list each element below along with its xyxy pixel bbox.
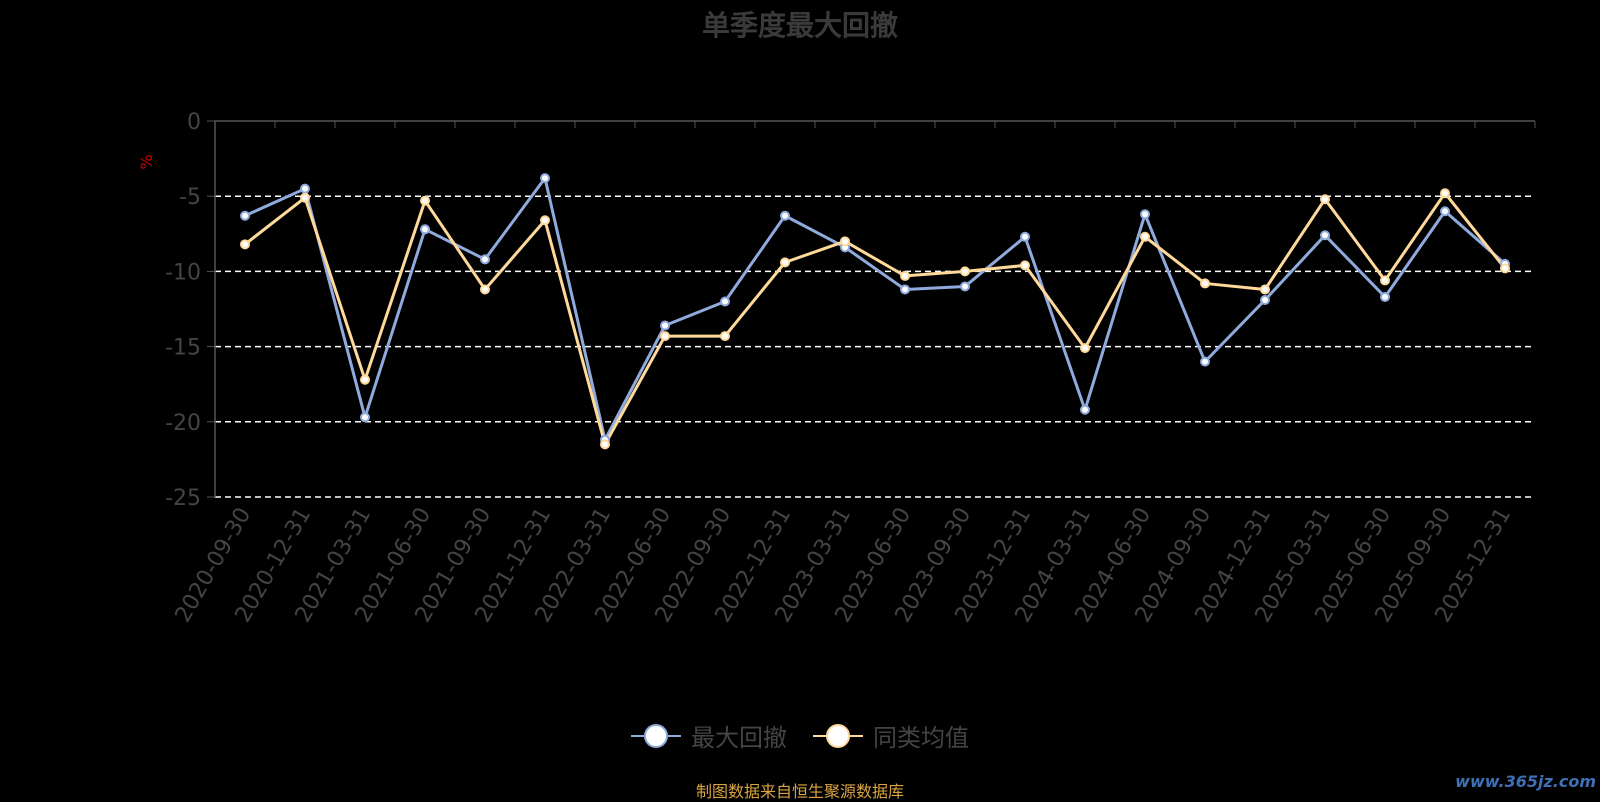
- data-point-peer-average: [1080, 343, 1090, 354]
- legend-symbol-max-drawdown: [631, 723, 681, 749]
- y-tick-label: -25: [165, 486, 201, 511]
- data-point-max-drawdown: [1320, 230, 1330, 241]
- watermark: www.365jz.com: [1455, 772, 1596, 791]
- data-point-max-drawdown: [780, 210, 790, 221]
- data-point-max-drawdown: [1260, 294, 1270, 305]
- data-point-max-drawdown: [960, 281, 970, 292]
- legend-item-peer-average[interactable]: 同类均值: [813, 718, 969, 753]
- data-point-peer-average: [1140, 231, 1150, 242]
- data-point-max-drawdown: [1140, 209, 1150, 220]
- data-point-peer-average: [1200, 278, 1210, 289]
- data-point-peer-average: [960, 266, 970, 277]
- data-point-peer-average: [720, 331, 730, 342]
- data-point-peer-average: [600, 439, 610, 450]
- data-point-peer-average: [1260, 284, 1270, 295]
- series-line-peer-average: [244, 191, 1507, 446]
- data-point-peer-average: [840, 236, 850, 247]
- data-point-peer-average: [900, 270, 910, 281]
- data-point-max-drawdown: [900, 284, 910, 295]
- data-point-peer-average: [420, 195, 430, 206]
- y-tick-label: -20: [165, 411, 201, 436]
- data-point-max-drawdown: [480, 254, 490, 265]
- legend-label-peer-average: 同类均值: [873, 724, 969, 752]
- legend-item-max-drawdown[interactable]: 最大回撤: [631, 718, 787, 753]
- data-point-peer-average: [1500, 263, 1510, 274]
- data-point-max-drawdown: [1200, 356, 1210, 367]
- data-point-peer-average: [660, 331, 670, 342]
- data-point-max-drawdown: [660, 320, 670, 331]
- legend: 最大回撤 同类均值: [0, 718, 1600, 753]
- data-point-max-drawdown: [1440, 206, 1450, 217]
- y-tick-label: 0: [187, 110, 201, 135]
- y-tick-label: -5: [179, 185, 201, 210]
- data-point-peer-average: [1440, 188, 1450, 199]
- data-point-max-drawdown: [300, 183, 310, 194]
- legend-label-max-drawdown: 最大回撤: [691, 724, 787, 752]
- data-point-max-drawdown: [360, 412, 370, 423]
- data-point-peer-average: [780, 257, 790, 268]
- data-point-peer-average: [1320, 194, 1330, 205]
- y-tick-label: -15: [165, 336, 201, 361]
- chart-title: 单季度最大回撤: [701, 9, 898, 42]
- data-point-peer-average: [480, 284, 490, 295]
- data-point-peer-average: [240, 239, 250, 250]
- data-point-peer-average: [1380, 275, 1390, 286]
- data-point-max-drawdown: [420, 224, 430, 235]
- data-point-peer-average: [360, 374, 370, 385]
- data-point-peer-average: [300, 192, 310, 203]
- data-point-peer-average: [540, 215, 550, 226]
- data-point-peer-average: [1020, 260, 1030, 271]
- data-point-max-drawdown: [1380, 291, 1390, 302]
- series-line-max-drawdown: [244, 176, 1506, 442]
- y-tick-label: -10: [165, 260, 201, 285]
- data-point-max-drawdown: [720, 296, 730, 307]
- data-source-note: 制图数据来自恒生聚源数据库: [695, 782, 904, 801]
- data-point-max-drawdown: [1080, 404, 1090, 415]
- data-point-max-drawdown: [1020, 231, 1030, 242]
- y-axis-unit-label: %: [137, 154, 156, 169]
- data-point-max-drawdown: [540, 173, 550, 184]
- data-point-max-drawdown: [240, 210, 250, 221]
- legend-symbol-peer-average: [813, 723, 863, 749]
